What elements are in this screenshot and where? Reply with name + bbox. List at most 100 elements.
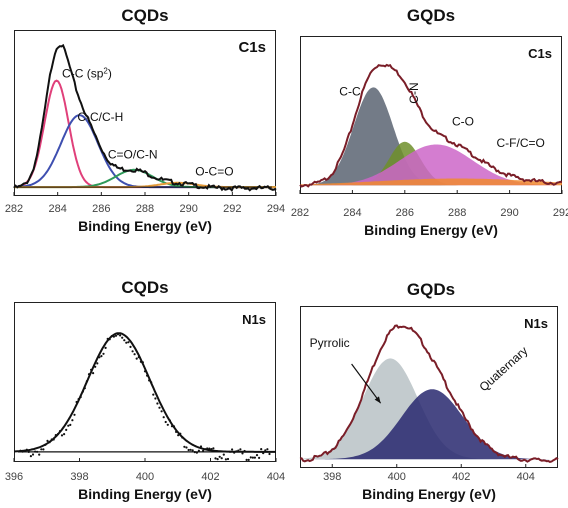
data-point xyxy=(204,448,207,451)
arrow-line xyxy=(351,363,382,404)
x-tick-label: 284 xyxy=(48,203,66,215)
data-point xyxy=(195,451,198,454)
data-point xyxy=(206,447,209,450)
data-point xyxy=(247,458,250,461)
data-point xyxy=(228,450,232,453)
data-point xyxy=(127,341,130,344)
data-point xyxy=(104,346,107,349)
data-point xyxy=(253,456,256,459)
data-point xyxy=(21,450,24,453)
data-point xyxy=(191,449,194,452)
data-point xyxy=(102,352,105,355)
data-point xyxy=(54,434,57,437)
spectrum-label: N1s xyxy=(242,312,266,327)
x-tick-label: 398 xyxy=(70,471,88,483)
data-point xyxy=(79,395,82,399)
peak-label: O-C=O xyxy=(195,165,233,179)
data-point xyxy=(189,448,192,451)
peak-label: C-C xyxy=(339,85,361,99)
x-tick-label: 402 xyxy=(201,471,219,483)
data-point xyxy=(67,424,70,427)
data-point xyxy=(143,370,147,373)
x-tick-label: 284 xyxy=(343,207,361,219)
data-point xyxy=(224,458,227,461)
data-point xyxy=(90,368,93,371)
data-point xyxy=(56,433,60,436)
data-point xyxy=(235,450,238,453)
data-point xyxy=(245,458,248,461)
peak-label: Pyrrolic xyxy=(310,336,350,350)
data-point xyxy=(96,362,99,365)
x-tick-label: 402 xyxy=(452,471,470,483)
x-tick-label: 400 xyxy=(388,471,406,483)
data-point xyxy=(241,452,244,455)
data-point xyxy=(216,458,219,461)
data-point xyxy=(112,335,115,338)
data-point xyxy=(266,448,269,451)
data-point xyxy=(260,448,263,451)
data-point xyxy=(179,432,182,435)
envelope-curve xyxy=(299,324,559,463)
data-point xyxy=(50,438,53,441)
data-point xyxy=(168,419,171,422)
spectrum-label: C1s xyxy=(238,39,266,56)
x-tick-label: 292 xyxy=(223,203,241,215)
panel-title: CQDs xyxy=(121,6,169,25)
x-axis-label: Binding Energy (eV) xyxy=(364,222,498,238)
data-point xyxy=(42,448,45,451)
data-point xyxy=(164,420,167,424)
x-tick-label: 282 xyxy=(5,203,23,215)
x-axis-label: Binding Energy (eV) xyxy=(78,486,212,502)
data-point xyxy=(139,360,142,363)
data-point xyxy=(175,430,178,433)
data-point xyxy=(170,425,174,428)
x-tick-label: 290 xyxy=(500,207,518,219)
panel-title: GQDs xyxy=(406,280,456,299)
data-point xyxy=(218,455,221,458)
data-point xyxy=(202,449,205,452)
data-point xyxy=(58,430,62,433)
data-point xyxy=(137,356,140,359)
x-tick-label: 294 xyxy=(267,203,285,215)
data-point xyxy=(158,406,161,409)
x-axis-label: Binding Energy (eV) xyxy=(78,218,212,234)
data-point xyxy=(199,445,203,448)
x-tick-label: 398 xyxy=(323,471,341,483)
data-point xyxy=(119,334,122,337)
data-point xyxy=(23,449,26,452)
data-point xyxy=(160,410,163,413)
data-point xyxy=(38,453,41,456)
peak-label: C-F/C=O xyxy=(497,136,545,150)
peak-label: C-C/C-H xyxy=(77,110,123,124)
data-point xyxy=(185,446,188,449)
peak-label: C-C (sp2) xyxy=(62,66,112,81)
data-point xyxy=(106,337,109,340)
panel-title: GQDs xyxy=(406,6,456,25)
data-point xyxy=(34,450,37,453)
data-point xyxy=(31,453,35,456)
data-point xyxy=(258,456,261,459)
data-point xyxy=(77,398,80,401)
envelope-curve xyxy=(13,43,277,193)
data-point xyxy=(92,372,95,375)
data-point xyxy=(114,334,118,337)
x-tick-label: 288 xyxy=(448,207,466,219)
data-point xyxy=(212,447,215,450)
data-point xyxy=(19,449,22,452)
data-point xyxy=(75,400,78,404)
data-point xyxy=(52,438,55,441)
x-tick-label: 404 xyxy=(517,471,535,483)
data-point xyxy=(222,453,225,456)
data-point xyxy=(108,338,111,341)
data-point xyxy=(27,450,30,453)
data-point xyxy=(100,355,103,358)
data-point xyxy=(46,439,49,442)
data-point xyxy=(94,365,97,368)
data-point xyxy=(239,448,242,451)
x-axis-label: Binding Energy (eV) xyxy=(362,486,496,502)
component-peak-0 xyxy=(300,358,558,460)
x-tick-label: 288 xyxy=(136,203,154,215)
data-point xyxy=(264,449,267,452)
